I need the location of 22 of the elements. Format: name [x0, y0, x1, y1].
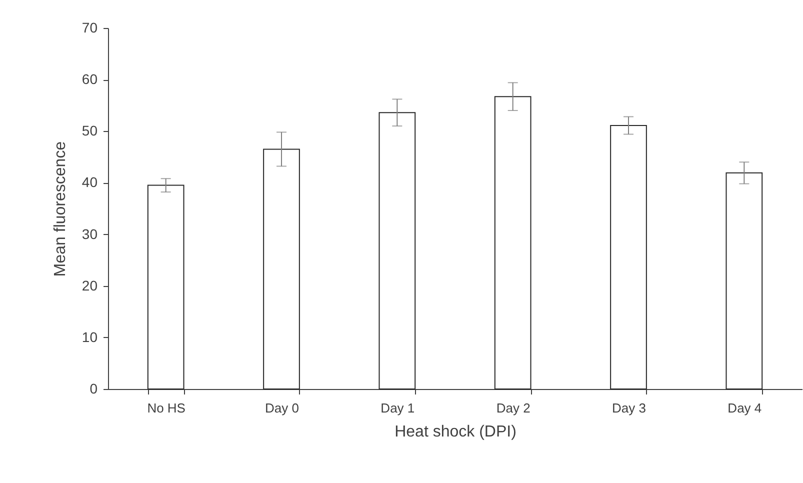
- y-axis-title: Mean fluorescence: [52, 141, 69, 277]
- y-tick-label: 70: [82, 20, 98, 36]
- bar: [378, 112, 416, 390]
- x-tick-label: Day 2: [496, 400, 530, 416]
- x-tick-label: No HS: [147, 400, 186, 416]
- bar: [263, 148, 300, 390]
- y-tick-label: 20: [82, 277, 98, 294]
- x-tick-label: Day 0: [265, 400, 299, 416]
- y-tick-label: 0: [90, 380, 98, 396]
- y-tick-label: 30: [82, 226, 98, 242]
- y-tick-label: 60: [82, 71, 98, 88]
- x-tick-label: Day 4: [728, 400, 762, 416]
- bar: [726, 172, 763, 390]
- bar: [494, 96, 532, 390]
- y-tick-label: 40: [82, 174, 98, 190]
- x-tick-label: Day 3: [612, 400, 646, 416]
- y-tick-label: 50: [82, 122, 98, 139]
- x-tick-label: Day 1: [380, 400, 415, 416]
- bar: [147, 184, 184, 390]
- y-tick-label: 10: [82, 328, 98, 345]
- x-axis-title: Heat shock (DPI): [394, 424, 516, 440]
- bar: [610, 124, 647, 390]
